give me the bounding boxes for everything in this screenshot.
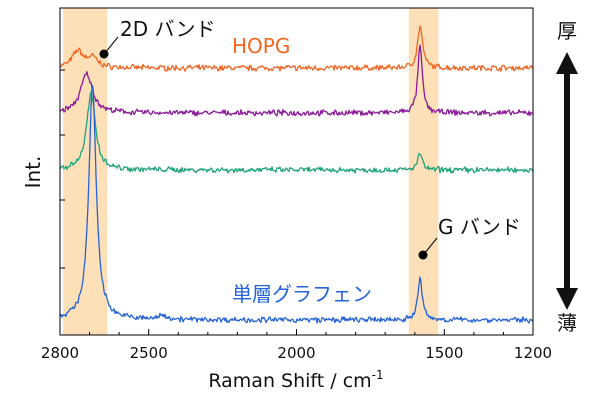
thickness-arrow-shaft	[564, 72, 570, 290]
x-axis-ticks: 2800 2500 2000 1500 1200	[41, 329, 552, 362]
x-tick-label-2500: 2500	[130, 344, 168, 362]
arrow-up-icon	[556, 52, 578, 74]
x-tick-label-1500: 1500	[425, 344, 463, 362]
thin-label: 薄	[557, 311, 577, 335]
band-label-g: G バンド	[438, 215, 521, 239]
leader-2d	[104, 36, 119, 54]
series-line-1	[60, 44, 533, 117]
x-tick-label-2000: 2000	[277, 344, 315, 362]
x-axis-label: Raman Shift / cm-1	[208, 368, 383, 392]
x-tick-label-2800: 2800	[41, 344, 79, 362]
thick-label: 厚	[557, 19, 577, 43]
series-line-2	[60, 91, 533, 174]
series-line-0	[60, 25, 533, 72]
arrow-down-icon	[556, 288, 578, 310]
y-axis-label: Int.	[21, 156, 45, 189]
y-axis-ticks	[60, 69, 65, 269]
band-annotations: 2D バンド G バンド	[99, 17, 521, 260]
x-tick-label-1200: 1200	[514, 344, 552, 362]
series-line-3	[60, 84, 533, 324]
x-axis-label-superscript: -1	[372, 368, 384, 382]
series-label-hopg: HOPG	[232, 34, 290, 58]
spectra	[60, 25, 533, 324]
band-label-2d: 2D バンド	[120, 17, 215, 41]
marker-2d	[99, 49, 109, 59]
x-axis-label-text: Raman Shift / cm	[208, 370, 371, 392]
series-label-monolayer: 単層グラフェン	[232, 282, 372, 306]
highlight-band-1	[408, 8, 439, 335]
leader-g	[423, 237, 438, 255]
marker-g	[418, 250, 428, 260]
